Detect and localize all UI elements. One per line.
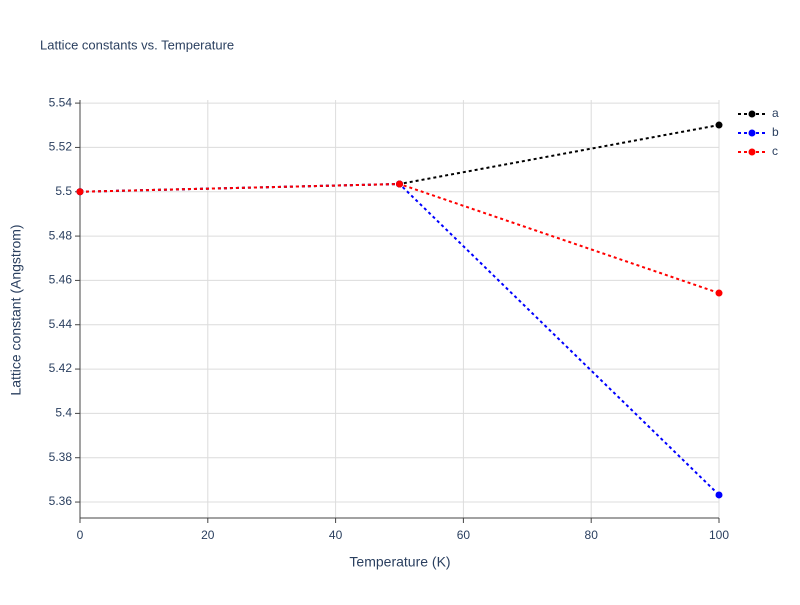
y-tick-label: 5.38 <box>49 450 73 464</box>
y-tick-label: 5.46 <box>49 273 73 287</box>
y-tick-label: 5.5 <box>55 184 72 198</box>
legend-label: c <box>772 144 778 158</box>
y-tick-label: 5.36 <box>49 494 73 508</box>
y-tick-label: 5.54 <box>49 95 73 109</box>
x-tick-label: 80 <box>585 528 599 542</box>
point <box>396 180 403 188</box>
legend-marker <box>748 148 756 156</box>
x-tick-label: 40 <box>329 528 343 542</box>
series-line <box>79 182 720 496</box>
point <box>715 121 723 129</box>
y-axis-title: Lattice constant (Angstrom) <box>8 224 24 395</box>
y-tick-label: 5.52 <box>49 140 73 154</box>
x-tick-label: 100 <box>709 528 729 542</box>
legend-marker <box>748 110 756 118</box>
legend-marker <box>748 129 756 137</box>
y-tick-label: 5.4 <box>55 406 72 420</box>
legend-label: b <box>772 125 779 139</box>
series-line <box>79 182 720 294</box>
point <box>76 188 84 196</box>
x-tick-label: 20 <box>201 528 215 542</box>
chart-title: Lattice constants vs. Temperature <box>40 37 234 52</box>
x-tick-label: 60 <box>457 528 471 542</box>
legend-label: a <box>772 106 779 120</box>
y-tick-label: 5.48 <box>49 228 73 242</box>
y-tick-label: 5.42 <box>49 361 73 375</box>
y-tick-label: 5.44 <box>49 317 73 331</box>
x-tick-label: 0 <box>77 528 84 542</box>
point <box>715 289 723 297</box>
point <box>715 491 723 499</box>
x-axis-title: Temperature (K) <box>349 554 450 570</box>
